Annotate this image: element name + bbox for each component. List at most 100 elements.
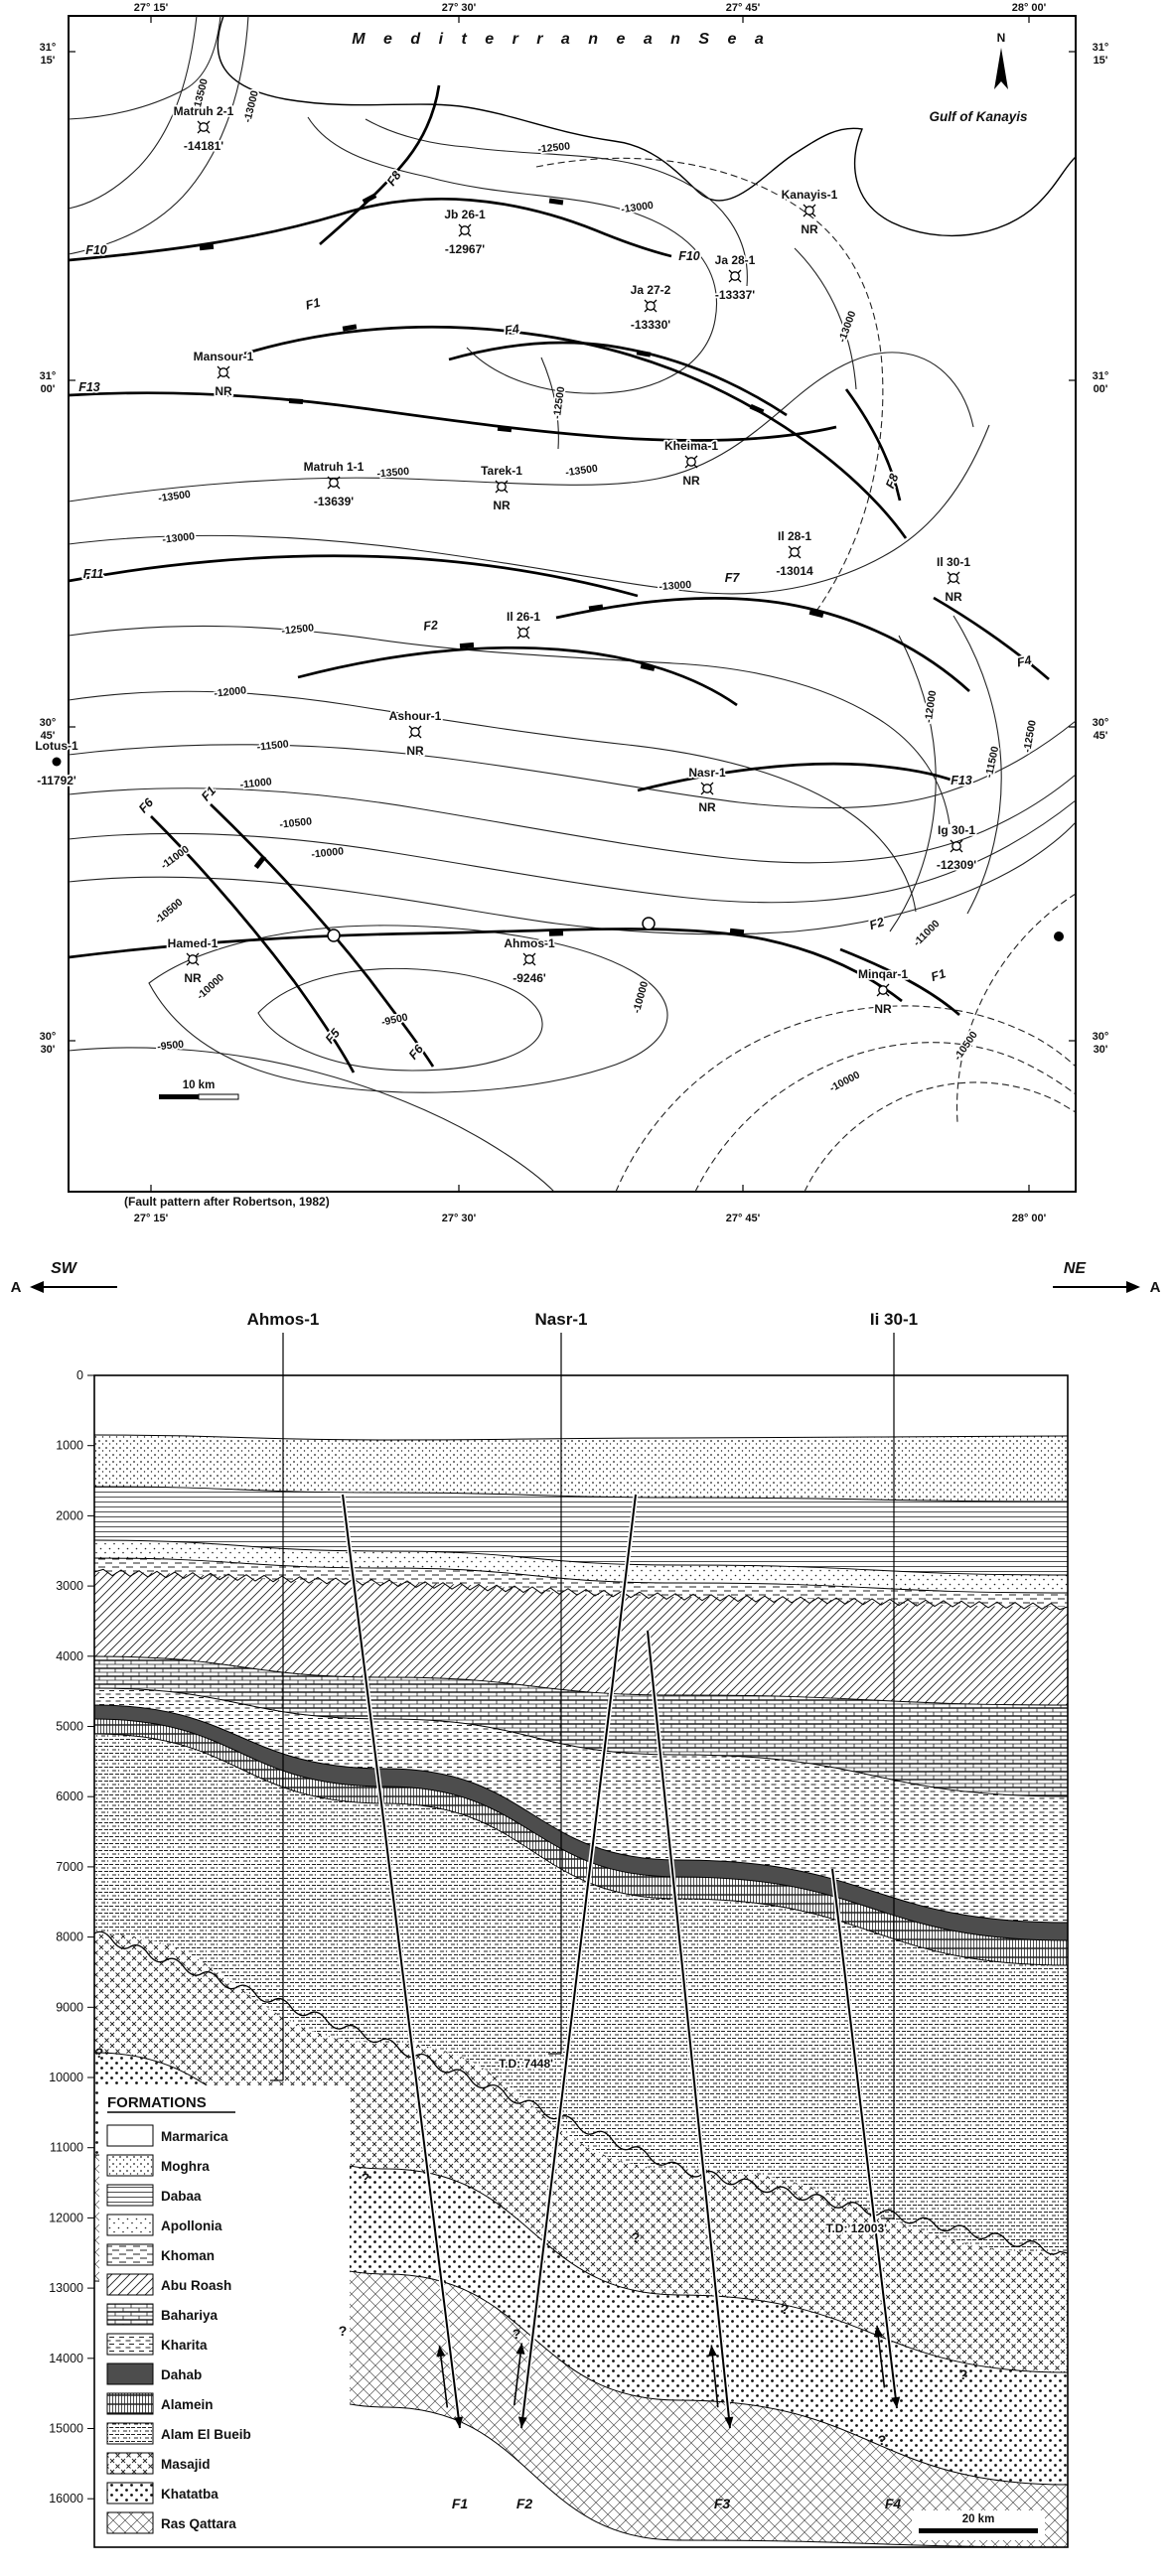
section-fault-label: F4 xyxy=(885,2496,902,2511)
question-mark: ? xyxy=(362,2170,370,2186)
fault-throw-bar xyxy=(253,854,267,870)
map-caption: (Fault pattern after Robertson, 1982) xyxy=(124,1195,330,1209)
well-name: Mansour-1 xyxy=(194,350,254,363)
depth-tick-label: 7000 xyxy=(56,1860,83,1874)
well-depth-value: NR xyxy=(698,800,716,814)
scalebar-background xyxy=(912,2510,1045,2540)
well-marker: Ja 28-1 -13337' xyxy=(713,251,758,304)
well-depth-value: NR xyxy=(682,474,700,488)
legend-label: Ras Qattara xyxy=(161,2516,236,2531)
formation-dabaa xyxy=(94,1487,1068,1575)
legend-swatch xyxy=(106,2362,154,2385)
well-star-icon xyxy=(952,841,961,851)
contour-label: -13000 xyxy=(659,579,692,593)
lat-label: 00' xyxy=(1094,383,1108,395)
formation-marmarica xyxy=(94,1375,1068,1440)
section-fault-line xyxy=(647,1630,731,2429)
question-mark: ? xyxy=(781,2301,790,2317)
fault-label: F13 xyxy=(78,380,100,394)
section-well-name: Ii 30-1 xyxy=(870,1310,918,1329)
legend-label: Kharita xyxy=(161,2338,208,2353)
well-depth-value: NR xyxy=(874,1002,892,1016)
ne-label: NE xyxy=(1064,1260,1088,1277)
formation-boundary xyxy=(94,1557,1068,1594)
well-depth-value: -12967' xyxy=(445,242,485,256)
lat-label: 31° xyxy=(40,42,57,54)
cross-section: A SW NE A Ahmos-1 Nasr-1 Ii 30-1 0 1000 2000… xyxy=(11,1260,1161,2548)
well-marker: Nasr-1 NR xyxy=(687,764,728,816)
lat-label: 31° xyxy=(1093,42,1109,54)
fault-throw-bar xyxy=(749,403,765,415)
north-arrow-icon: N xyxy=(994,31,1008,89)
lat-label: 45' xyxy=(1094,730,1108,742)
well-depth-value: -13337' xyxy=(715,288,755,302)
fault-throw-bar xyxy=(342,324,358,332)
td-label: T.D: 7448' xyxy=(499,2057,553,2071)
legend-swatch xyxy=(106,2184,154,2207)
legend-label: Apollonia xyxy=(161,2218,222,2233)
question-mark: ? xyxy=(95,2045,104,2061)
lon-label: 27° 45' xyxy=(726,1213,761,1224)
question-mark: ? xyxy=(339,2323,348,2339)
well-name: Hamed-1 xyxy=(168,936,219,950)
north-arrow-glyph xyxy=(994,48,1008,89)
well-depth-value: -9246' xyxy=(513,971,546,985)
legend-label: Alamein xyxy=(161,2397,214,2412)
map-fault-labels: F10F8F10F1F13F4F8F7F11F2F4F13F6F1F5F6F2F… xyxy=(76,167,1034,1064)
section-fault-labels: F1 F2 F3 F4 xyxy=(452,2496,902,2511)
lon-label: 27° 30' xyxy=(442,1213,477,1224)
well-star-icon xyxy=(329,478,339,488)
well-marker: Minqar-1 NR xyxy=(856,965,910,1018)
depth-tick-label: 0 xyxy=(76,1368,83,1382)
well-depth-value: -13639' xyxy=(314,495,354,508)
section-end-markers: A SW NE A xyxy=(11,1260,1161,1296)
lon-label: 27° 45' xyxy=(726,2,761,14)
legend-swatch xyxy=(106,2124,154,2147)
section-formation-layers xyxy=(94,1375,1068,2547)
well-star-icon xyxy=(524,954,534,964)
fault-label: F2 xyxy=(423,618,439,633)
legend-swatch xyxy=(106,2333,154,2356)
depth-tick-label: 9000 xyxy=(56,2000,83,2014)
lon-label: 27° 30' xyxy=(442,2,477,14)
scalebar-segment xyxy=(159,1094,199,1099)
legend-swatch xyxy=(106,2482,154,2504)
lat-label: 45' xyxy=(41,730,56,742)
lon-label: 28° 00' xyxy=(1012,1213,1047,1224)
legend-swatch xyxy=(106,2303,154,2326)
well-name: Ja 27-2 xyxy=(631,283,671,297)
section-depth-axis: 0 1000 2000 3000 4000 5000 6000 7000 8000 9000 100… xyxy=(49,1368,94,2505)
lat-label: 15' xyxy=(41,55,56,67)
legend-label: Marmarica xyxy=(161,2129,228,2144)
well-star-icon xyxy=(730,271,740,281)
well-name: Jb 26-1 xyxy=(444,208,486,221)
fault-label: F2 xyxy=(868,915,886,932)
lon-label: 28° 00' xyxy=(1012,2,1047,14)
legend-swatch xyxy=(106,2422,154,2445)
well-name: Matruh 1-1 xyxy=(304,460,365,474)
question-mark: ? xyxy=(632,2229,641,2245)
well-marker: Matruh 1-1 -13639' xyxy=(302,458,366,510)
well-depth-value: -12309' xyxy=(937,858,976,872)
well-marker: Tarek-1 NR xyxy=(479,462,524,514)
fault-label: F4 xyxy=(504,322,519,338)
section-end-left: A xyxy=(11,1279,22,1296)
legend-label: Abu Roash xyxy=(161,2278,231,2293)
formation-alam-el-bueib xyxy=(94,1734,1068,2253)
fault-throw-bar xyxy=(808,609,824,619)
contour-label: -12500 xyxy=(537,140,571,155)
well-name: Ahmos-1 xyxy=(504,936,555,950)
well-name: Kheima-1 xyxy=(664,439,718,453)
scalebar-segment xyxy=(919,2528,1038,2533)
well-marker: Ahmos-1 -9246' xyxy=(503,934,557,987)
well-marker: Il 28-1 -13014 xyxy=(775,527,815,580)
depth-tick-label: 16000 xyxy=(49,2492,83,2505)
fault-throw-bar xyxy=(548,930,564,936)
section-well-name: Ahmos-1 xyxy=(247,1310,320,1329)
section-frame xyxy=(93,1374,1069,2548)
well-name: Kanayis-1 xyxy=(782,188,838,202)
well-star-icon xyxy=(878,985,888,995)
section-end-right: A xyxy=(1150,1279,1161,1296)
legend-label: Masajid xyxy=(161,2457,211,2472)
